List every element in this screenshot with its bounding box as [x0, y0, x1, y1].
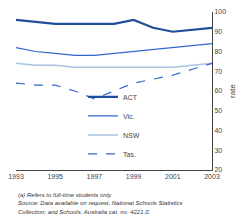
svg-text:40: 40 [214, 127, 222, 134]
svg-text:70: 70 [214, 68, 222, 75]
svg-text:1999: 1999 [126, 173, 142, 180]
svg-text:30: 30 [214, 147, 222, 154]
svg-text:1997: 1997 [87, 173, 103, 180]
svg-text:Tas.: Tas. [123, 151, 136, 158]
svg-text:2001: 2001 [165, 173, 181, 180]
svg-text:90: 90 [214, 28, 222, 35]
svg-text:1993: 1993 [8, 173, 24, 180]
svg-text:Source: Data available on requ: Source: Data available on request, Natio… [18, 200, 182, 206]
svg-text:80: 80 [214, 48, 222, 55]
svg-text:50: 50 [214, 107, 222, 114]
svg-text:(a) Refers to full-time studen: (a) Refers to full-time students only. [18, 192, 112, 198]
svg-text:100: 100 [214, 8, 226, 15]
svg-text:Collection; and Schools, Austr: Collection; and Schools, Australia cat. … [18, 209, 150, 215]
svg-text:2003: 2003 [204, 173, 220, 180]
svg-text:ACT: ACT [123, 94, 138, 101]
svg-text:60: 60 [214, 87, 222, 94]
svg-text:rate: rate [228, 84, 237, 98]
svg-text:Vic.: Vic. [123, 113, 135, 120]
svg-text:NSW: NSW [123, 132, 140, 139]
svg-text:1995: 1995 [47, 173, 63, 180]
svg-text:20: 20 [214, 166, 222, 173]
